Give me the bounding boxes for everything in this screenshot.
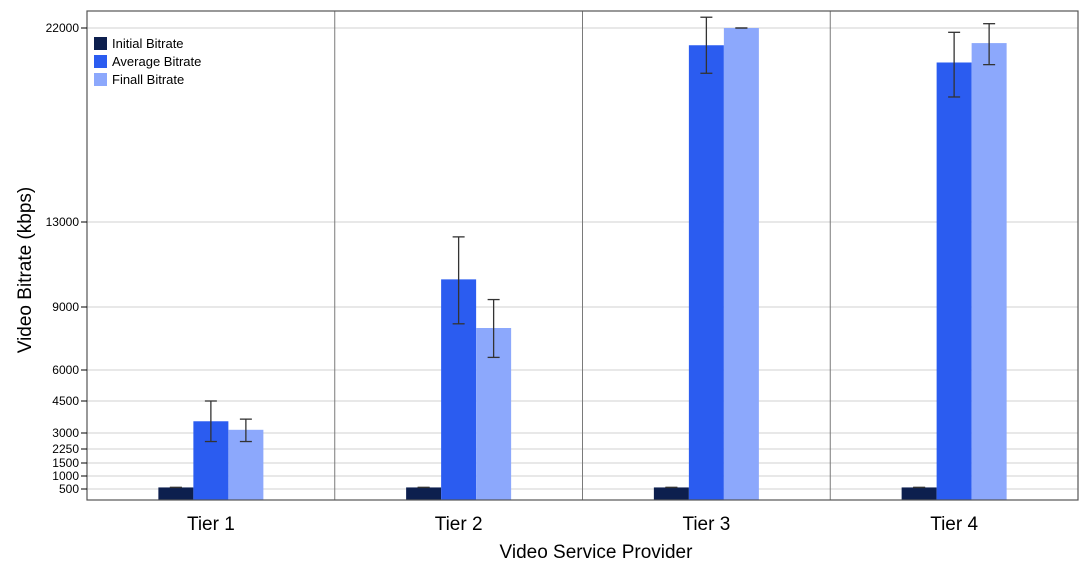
frame-layer (86, 10, 1079, 501)
error-bar (948, 31, 961, 98)
y-tick-label: 500 (59, 482, 79, 496)
y-tick-label: 2250 (52, 442, 79, 456)
error-bar (239, 418, 252, 443)
legend-label: Average Bitrate (112, 54, 201, 69)
x-category-label: Tier 4 (930, 514, 978, 535)
y-tick-label: 1000 (52, 469, 79, 483)
legend: Initial Bitrate Average Bitrate Finall Bit… (94, 36, 201, 87)
x-axis-categories: Tier 1 Tier 2 Tier 3 Tier 4 (187, 514, 979, 535)
y-tick-label: 22000 (46, 21, 80, 35)
legend-label: Initial Bitrate (112, 36, 184, 51)
legend-swatch (94, 73, 107, 86)
y-tick-label: 9000 (52, 300, 79, 314)
error-bar (452, 236, 465, 325)
error-bar (487, 298, 500, 359)
y-tick-label: 13000 (46, 215, 80, 229)
bar-2-tier-3 (688, 45, 724, 500)
y-tick-label: 6000 (52, 363, 79, 377)
error-bar (204, 400, 217, 443)
bar-1-tier-3 (653, 487, 689, 500)
y-axis-title: Video Bitrate (kbps) (15, 187, 36, 354)
error-bar (983, 23, 996, 66)
bars-layer (158, 16, 1007, 500)
y-tick-label: 3000 (52, 426, 79, 440)
bar-2-tier-4 (936, 62, 972, 500)
y-tick-label: 1500 (52, 456, 79, 470)
x-category-label: Tier 3 (682, 514, 730, 535)
x-category-label: Tier 1 (187, 514, 235, 535)
x-axis-title: Video Service Provider (500, 542, 694, 563)
bar-3-tier-3 (723, 28, 759, 500)
legend-swatch (94, 55, 107, 68)
bar-3-tier-4 (971, 43, 1007, 500)
grid-layer (87, 11, 1078, 500)
legend-swatch (94, 37, 107, 50)
y-tick-label: 4500 (52, 394, 79, 408)
plot-frame (86, 10, 1079, 501)
error-bar (700, 16, 713, 74)
bar-1-tier-4 (901, 487, 937, 500)
x-category-label: Tier 2 (435, 514, 483, 535)
legend-label: Finall Bitrate (112, 72, 184, 87)
bar-1-tier-2 (406, 487, 442, 500)
bar-1-tier-1 (158, 487, 194, 500)
